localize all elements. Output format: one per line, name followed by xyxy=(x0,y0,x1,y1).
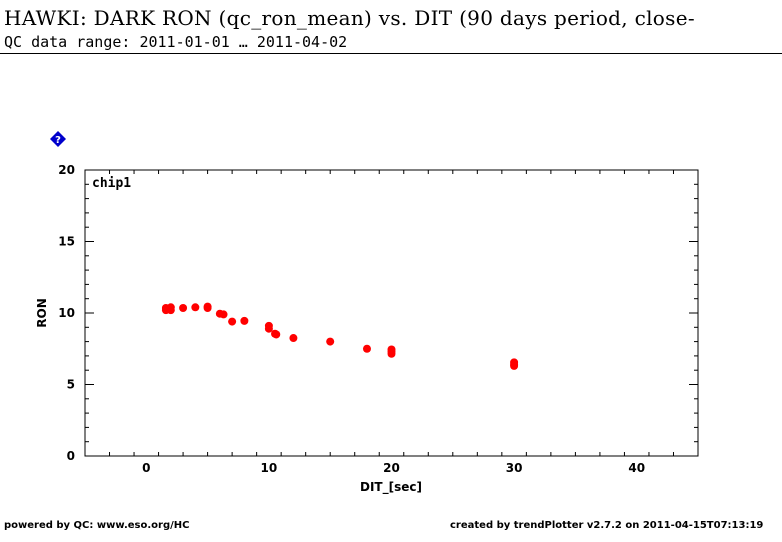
data-point xyxy=(219,310,228,319)
data-point xyxy=(289,334,298,343)
x-tick-label: 10 xyxy=(261,461,278,475)
help-diamond-icon[interactable]: ? xyxy=(50,131,66,147)
data-point xyxy=(387,349,396,358)
y-tick-label: 15 xyxy=(58,235,75,249)
data-point xyxy=(191,303,200,312)
data-point xyxy=(326,337,335,346)
data-point xyxy=(179,303,188,312)
qc-data-range: QC data range: 2011-01-01 … 2011-04-02 xyxy=(4,33,348,51)
data-point xyxy=(166,306,175,315)
data-point xyxy=(264,324,273,333)
x-tick-label: 0 xyxy=(142,461,150,475)
x-tick-label: 30 xyxy=(506,461,523,475)
x-tick-label: 20 xyxy=(383,461,400,475)
header-divider xyxy=(0,53,782,54)
data-point xyxy=(272,330,281,339)
x-tick-label: 40 xyxy=(628,461,645,475)
svg-text:?: ? xyxy=(55,135,61,146)
page-title: HAWKI: DARK RON (qc_ron_mean) vs. DIT (9… xyxy=(4,6,695,30)
panel-label: chip1 xyxy=(92,176,131,191)
x-axis-label: DIT_[sec] xyxy=(360,480,422,495)
data-point xyxy=(228,317,237,326)
y-axis-label: RON xyxy=(35,298,49,327)
data-point xyxy=(240,316,249,325)
data-point xyxy=(203,303,212,312)
data-point xyxy=(510,361,519,370)
y-tick-label: 10 xyxy=(58,306,75,320)
y-tick-label: 0 xyxy=(67,449,75,463)
footer-created-by: created by trendPlotter v2.7.2 on 2011-0… xyxy=(450,520,764,531)
footer-powered-by: powered by QC: www.eso.org/HC xyxy=(4,520,190,531)
plot-frame xyxy=(84,169,699,457)
y-tick-label: 20 xyxy=(58,163,75,177)
y-tick-label: 5 xyxy=(67,378,75,392)
data-point xyxy=(362,344,371,353)
